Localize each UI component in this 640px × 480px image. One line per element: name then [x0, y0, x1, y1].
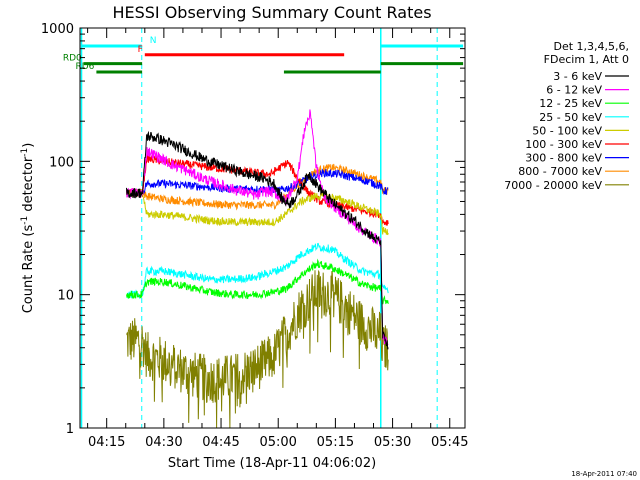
y-label-main: Count Rate (s	[21, 225, 36, 314]
y-label-end: )	[21, 143, 36, 148]
legend-label: 7000 - 20000 keV	[504, 179, 602, 192]
series-line-4	[127, 244, 389, 299]
x-tick-label: 04:45	[202, 435, 239, 450]
legend-label: 25 - 50 keV	[539, 111, 602, 124]
legend-label: 6 - 12 keV	[546, 84, 602, 97]
x-tick-label: 04:15	[88, 435, 125, 450]
y-label-exp2: -1	[20, 148, 30, 157]
legend-label: 50 - 100 keV	[532, 124, 602, 137]
x-tick-label: 05:45	[431, 435, 468, 450]
y-label-mid: detector	[21, 156, 36, 216]
legend-header-1: Det 1,3,4,5,6,	[553, 40, 629, 53]
y-label-exp1: -1	[20, 216, 30, 225]
y-tick-label: 100	[49, 155, 74, 170]
flag-label-f: F	[138, 45, 143, 55]
x-tick-label: 04:30	[145, 435, 182, 450]
x-tick-label: 05:00	[259, 435, 296, 450]
y-tick-label: 1	[66, 422, 74, 437]
series-layer	[127, 110, 389, 428]
legend-label: 300 - 800 keV	[525, 152, 602, 165]
flag-label-rd6: RD6	[75, 62, 94, 72]
legend-label: 100 - 300 keV	[525, 138, 602, 151]
legend-header-2: FDecim 1, Att 0	[544, 53, 629, 66]
flag-label-n: N	[150, 36, 157, 46]
y-tick-label: 10	[57, 289, 74, 304]
legend-label: 12 - 25 keV	[539, 97, 602, 110]
count-rate-chart: HESSI Observing Summary Count Rates NFRD…	[0, 0, 640, 480]
chart-title: HESSI Observing Summary Count Rates	[112, 3, 431, 22]
timestamp: 18-Apr-2011 07:40	[571, 470, 637, 478]
legend-label: 800 - 7000 keV	[518, 165, 602, 178]
y-tick-label: 1000	[41, 22, 74, 37]
x-axis-label: Start Time (18-Apr-11 04:06:02)	[168, 456, 376, 471]
legend-label: 3 - 6 keV	[553, 70, 602, 83]
legend: Det 1,3,4,5,6, FDecim 1, Att 0 3 - 6 keV…	[504, 40, 629, 192]
x-axis: 04:15 04:30 04:45 05:00 05:15 05:30 05:45	[88, 28, 469, 450]
x-tick-label: 05:15	[317, 435, 354, 450]
y-axis-label: Count Rate (s-1 detector-1)	[20, 143, 36, 314]
x-tick-label: 05:30	[374, 435, 411, 450]
